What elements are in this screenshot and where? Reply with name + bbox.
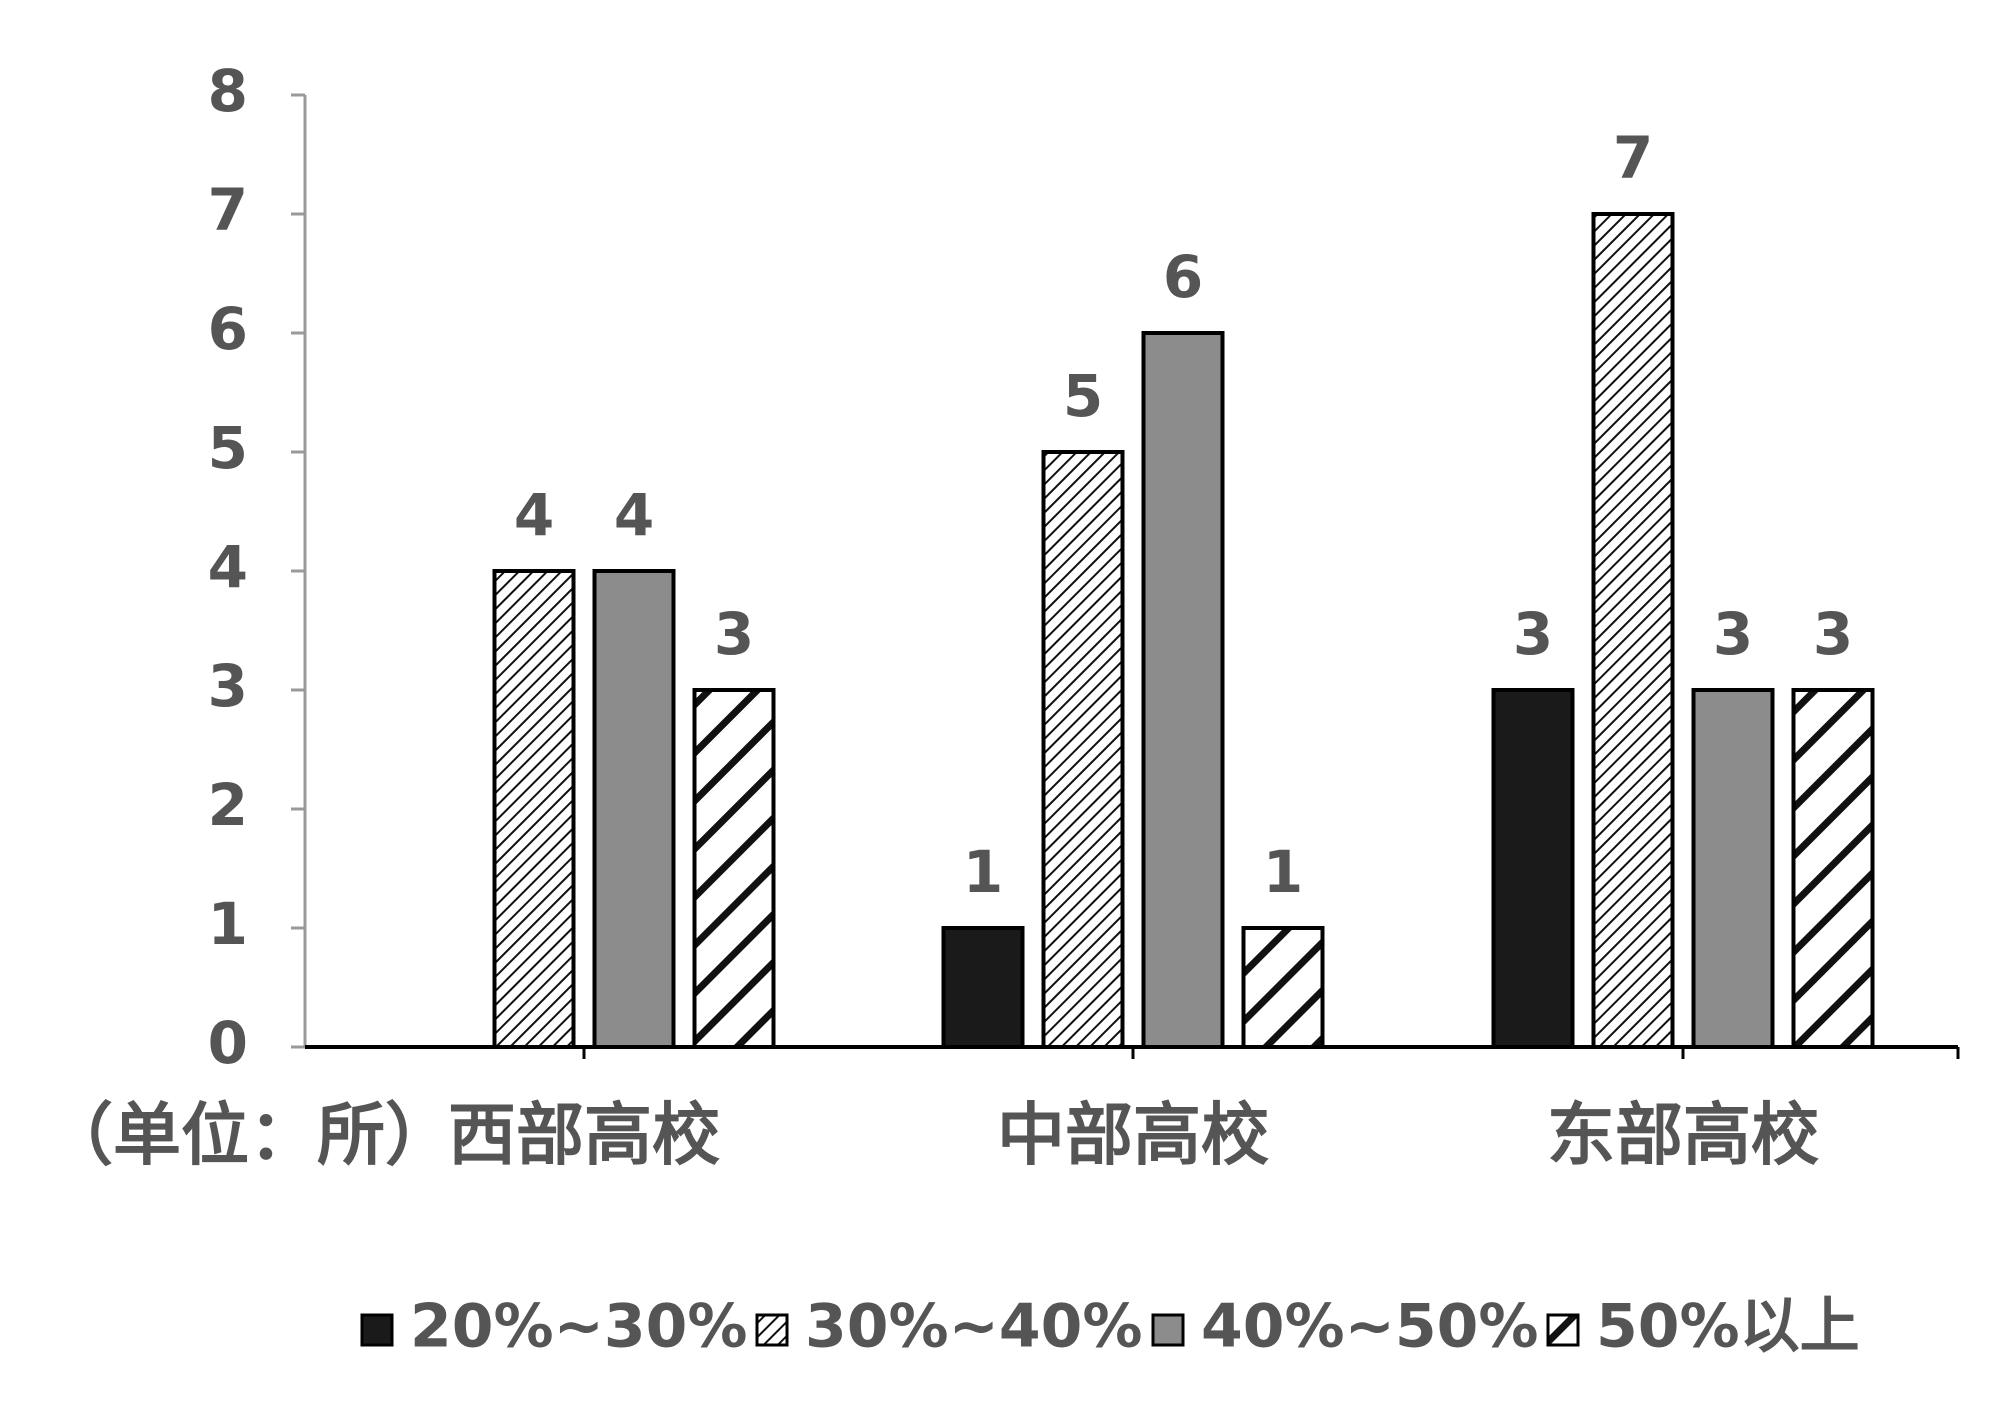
data-label: 3 xyxy=(1813,600,1853,668)
legend-swatch xyxy=(755,1313,789,1347)
x-category-label: 中部高校 xyxy=(997,1097,1269,1176)
legend-label: 30%~40% xyxy=(805,1292,1143,1362)
y-tick-label: 1 xyxy=(208,890,248,958)
y-tick-label: 6 xyxy=(208,295,248,363)
legend-label: 40%~50% xyxy=(1201,1292,1539,1362)
legend-label: 50%以上 xyxy=(1596,1292,1860,1362)
bar xyxy=(1141,331,1225,1049)
bar xyxy=(492,569,576,1049)
y-tick-label: 5 xyxy=(208,414,248,482)
data-label: 7 xyxy=(1613,124,1653,192)
data-label: 6 xyxy=(1163,243,1203,311)
bar xyxy=(1041,450,1125,1049)
unit-label: （单位：所） xyxy=(45,1097,453,1176)
bar xyxy=(1591,212,1675,1049)
data-label: 3 xyxy=(1713,600,1753,668)
legend-swatch xyxy=(1546,1313,1580,1347)
x-category-label: 东部高校 xyxy=(1547,1097,1819,1176)
bar xyxy=(1241,926,1325,1049)
data-label: 4 xyxy=(514,481,554,549)
x-category-label: 西部高校 xyxy=(448,1097,720,1176)
data-label: 4 xyxy=(614,481,654,549)
data-label: 5 xyxy=(1063,362,1103,430)
legend-swatch xyxy=(360,1313,394,1347)
bar xyxy=(1491,688,1575,1049)
bar xyxy=(1791,688,1875,1049)
y-tick-label: 0 xyxy=(208,1009,248,1077)
bar xyxy=(941,926,1025,1049)
bar xyxy=(692,688,776,1049)
data-label: 1 xyxy=(1263,838,1303,906)
y-tick-label: 7 xyxy=(208,176,248,244)
y-tick-label: 3 xyxy=(208,652,248,720)
y-tick-label: 4 xyxy=(208,533,248,601)
bar xyxy=(592,569,676,1049)
data-label: 3 xyxy=(714,600,754,668)
y-tick-label: 2 xyxy=(208,771,248,839)
legend-label: 20%~30% xyxy=(410,1292,748,1362)
y-tick-label: 8 xyxy=(208,57,248,125)
data-label: 3 xyxy=(1513,600,1553,668)
bar xyxy=(1691,688,1775,1049)
data-label: 1 xyxy=(963,838,1003,906)
legend-swatch xyxy=(1151,1313,1185,1347)
